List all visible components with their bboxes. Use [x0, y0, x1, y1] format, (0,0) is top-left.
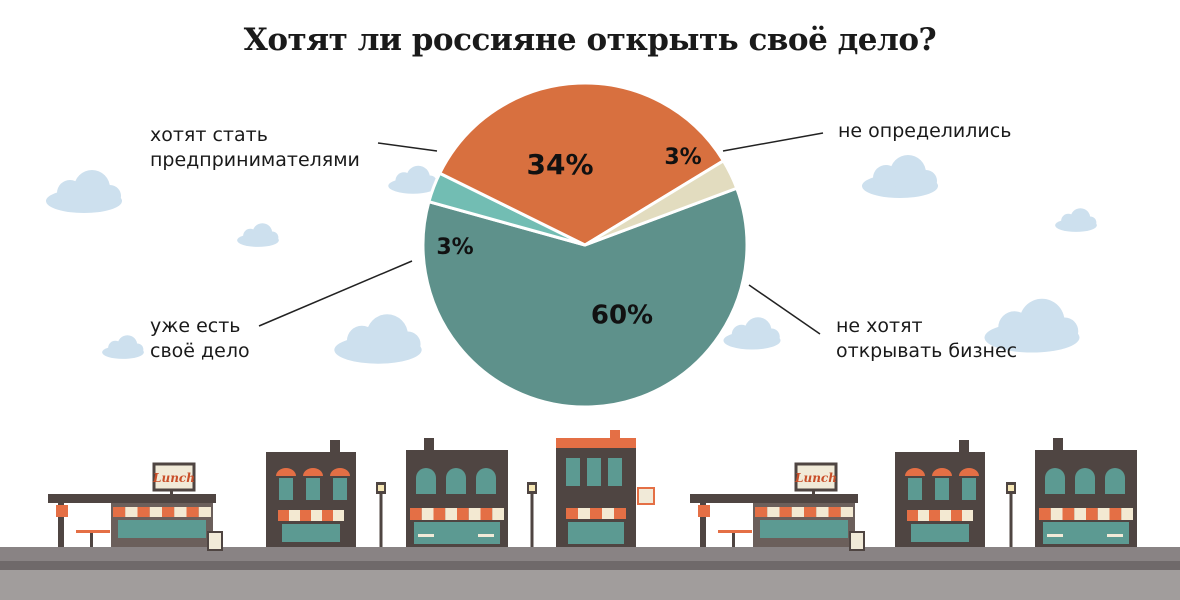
street-lamp [527, 482, 537, 547]
lunch-sign-text: Lunch [152, 471, 195, 485]
slice-value-label: 34% [526, 148, 593, 181]
pie-chart: 60% 3% 34% 3% [421, 81, 749, 409]
street-illustration: Lunch Lunch [0, 430, 1180, 600]
cloud [237, 223, 279, 247]
lunch-sign-text: Lunch [794, 471, 837, 485]
street-lamp [376, 482, 386, 547]
callout-line [258, 260, 413, 327]
chart-title: Хотят ли россияне открыть своё дело? [243, 22, 937, 58]
townhouse [266, 440, 356, 547]
label-line: своё дело [150, 340, 250, 362]
townhouse [895, 440, 985, 547]
townhouse [406, 438, 508, 547]
label-line: уже есть [150, 315, 241, 337]
label-line: предпринимателями [150, 149, 360, 171]
cloud [1055, 208, 1097, 232]
cloud [388, 165, 438, 194]
cloud [102, 335, 144, 359]
cloud [862, 155, 938, 198]
label-line: не хотят [836, 315, 923, 337]
pie-slice [438, 81, 725, 247]
slice-category-label: уже есть своё дело [150, 314, 250, 364]
townhouse [556, 430, 655, 547]
callout-line [722, 132, 824, 152]
callout-lines [258, 132, 824, 335]
label-line: открывать бизнес [836, 340, 1018, 362]
pie-slice [583, 159, 739, 247]
slice-value-label: 3% [436, 235, 473, 260]
pie-slice [421, 186, 749, 409]
townhouse [1035, 438, 1137, 547]
slice-category-label: не определились [838, 119, 1011, 144]
slice-category-label: хотят стать предпринимателями [150, 123, 360, 173]
sidewalk [0, 570, 1180, 600]
cafe-building: Lunch [690, 462, 865, 551]
callout-line [748, 284, 821, 335]
cafe-building: Lunch [48, 462, 223, 551]
cloud [46, 170, 122, 213]
slice-category-label: не хотят открывать бизнес [836, 314, 1017, 364]
cloud [723, 317, 781, 350]
callout-line [377, 142, 438, 152]
street-lamp [1006, 482, 1016, 547]
curb-shadow [0, 561, 1180, 570]
label-line: не определились [838, 120, 1012, 142]
slice-value-label: 60% [591, 301, 653, 331]
slice-value-label: 3% [664, 145, 701, 170]
label-line: хотят стать [150, 124, 268, 146]
curb [0, 547, 1180, 561]
cloud [334, 314, 422, 364]
